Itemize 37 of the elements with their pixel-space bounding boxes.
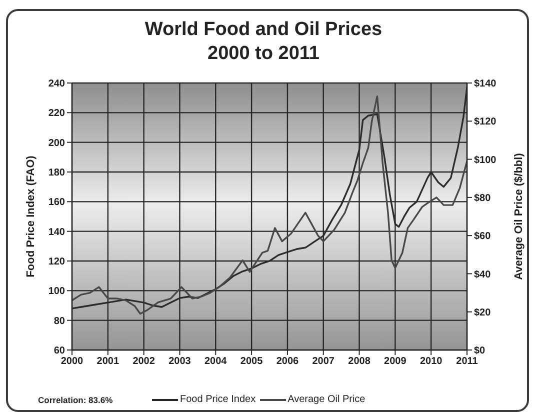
- x-tick-label: 2003: [168, 356, 192, 368]
- y2-tick-label: $140: [474, 78, 497, 90]
- x-tick-label: 2005: [240, 356, 264, 368]
- y2-tick-label: $60: [474, 231, 492, 242]
- legend-label: Food Price Index: [180, 394, 256, 405]
- y2-tick-label: $0: [474, 346, 486, 357]
- x-tick-label: 2004: [204, 356, 228, 368]
- chart-subtitle: 2000 to 2011: [208, 43, 320, 64]
- x-tick-label: 2011: [456, 356, 478, 368]
- y-tick-label: 120: [48, 256, 66, 268]
- x-tick-label: 2001: [96, 356, 120, 368]
- y2-tick-label: $20: [474, 307, 492, 318]
- x-tick-label: 2007: [312, 356, 335, 368]
- y2-tick-label: $40: [474, 269, 492, 280]
- chart-title: World Food and Oil Prices: [144, 19, 382, 40]
- y-axis-title: Food Price Index (FAO): [24, 155, 37, 278]
- x-tick-label: 2008: [348, 356, 371, 368]
- text: Correlation: 83.6%: [38, 395, 113, 405]
- y-tick-label: 60: [54, 346, 66, 357]
- y-tick-label: 80: [54, 316, 66, 327]
- x-tick-label: 2006: [276, 356, 300, 368]
- y-tick-label: 100: [48, 286, 66, 298]
- y-tick-label: 220: [48, 108, 66, 120]
- x-tick-label: 2002: [132, 356, 156, 368]
- y2-tick-label: $80: [474, 192, 492, 204]
- x-tick-label: 2009: [384, 356, 407, 368]
- y2-tick-label: $120: [474, 116, 497, 128]
- y-tick-label: 140: [48, 226, 66, 238]
- y-tick-label: 180: [48, 168, 66, 179]
- y2-tick-label: $100: [474, 154, 497, 166]
- x-tick-label: 2010: [420, 356, 443, 368]
- y-tick-label: 240: [48, 78, 66, 90]
- y2-axis-title: Average Oil Price ($/bbl): [512, 152, 525, 280]
- y-tick-label: 160: [48, 197, 66, 208]
- y-tick-label: 200: [48, 138, 66, 149]
- x-tick-label: 2000: [60, 356, 84, 368]
- legend-label: Average Oil Price: [288, 394, 366, 405]
